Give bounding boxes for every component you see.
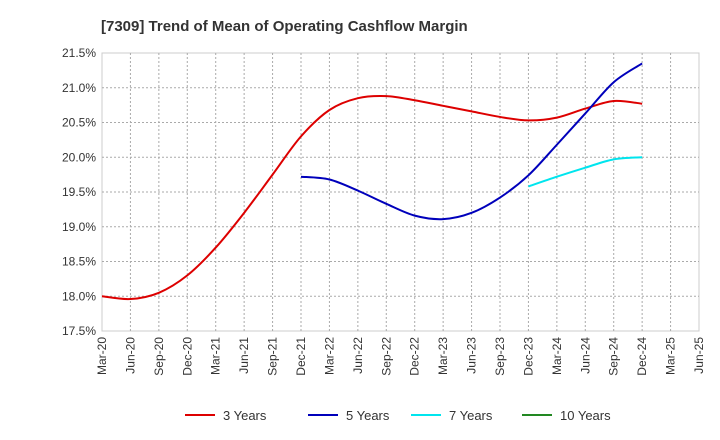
x-tick-label: Dec-24: [635, 337, 649, 376]
x-tick-label: Dec-20: [180, 337, 194, 376]
y-tick-label: 21.0%: [62, 81, 96, 95]
series-line-7-years: [528, 156, 643, 188]
y-tick-label: 20.0%: [62, 150, 96, 164]
y-tick-label: 21.5%: [62, 46, 96, 60]
legend-label-7-years: 7 Years: [449, 408, 493, 423]
x-tick-label: Jun-22: [351, 337, 365, 374]
legend-label-10-years: 10 Years: [560, 408, 611, 423]
x-tick-label: Jun-20: [123, 337, 137, 374]
x-tick-label: Jun-25: [692, 337, 706, 374]
x-tick-label: Jun-24: [578, 337, 592, 374]
y-tick-label: 18.5%: [62, 255, 96, 269]
x-tick-label: Mar-22: [322, 337, 336, 375]
x-tick-label: Mar-25: [664, 337, 678, 375]
x-tick-label: Dec-22: [408, 337, 422, 376]
x-tick-label: Jun-23: [465, 337, 479, 374]
x-tick-label: Sep-24: [607, 337, 621, 376]
x-tick-label: Sep-20: [152, 337, 166, 376]
legend: 3 Years 5 Years 7 Years 10 Years: [185, 408, 611, 423]
y-tick-label: 17.5%: [62, 324, 96, 338]
y-tick-label: 19.0%: [62, 220, 96, 234]
series-line-3-years: [101, 94, 643, 301]
x-tick-label: Sep-23: [493, 337, 507, 376]
x-tick-label: Sep-22: [379, 337, 393, 376]
series-line-5-years: [300, 62, 643, 221]
x-tick-label: Mar-24: [550, 337, 564, 375]
x-tick-label: Dec-21: [294, 337, 308, 376]
legend-label-5-years: 5 Years: [346, 408, 390, 423]
y-tick-label: 18.0%: [62, 289, 96, 303]
x-tick-label: Mar-23: [436, 337, 450, 375]
x-tick-label: Sep-21: [266, 337, 280, 376]
x-tick-label: Dec-23: [521, 337, 535, 376]
y-tick-label: 20.5%: [62, 116, 96, 130]
series-lines: [101, 62, 643, 301]
x-tick-label: Jun-21: [237, 337, 251, 374]
x-tick-label: Mar-21: [209, 337, 223, 375]
legend-label-3-years: 3 Years: [223, 408, 267, 423]
chart-title: [7309] Trend of Mean of Operating Cashfl…: [101, 18, 468, 35]
x-axis-ticks: Mar-20 Jun-20 Sep-20 Dec-20 Mar-21 Jun-21 Sep-…: [95, 337, 706, 376]
y-tick-label: 19.5%: [62, 185, 96, 199]
grid-horizontal: [102, 87, 699, 297]
y-axis-ticks: 17.5% 18.0% 18.5% 19.0% 19.5% 20.0% 20.5% 21.0%…: [62, 46, 96, 338]
x-tick-label: Mar-20: [95, 337, 109, 375]
